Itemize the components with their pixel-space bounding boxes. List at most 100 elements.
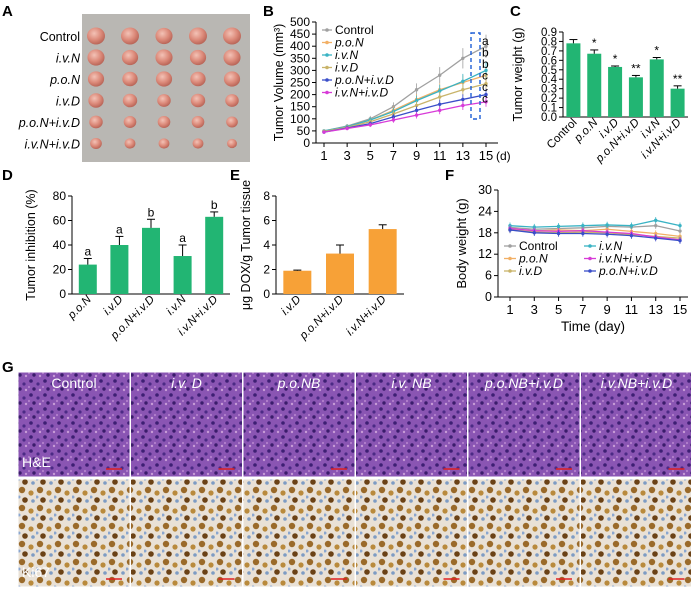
y-tick-label: 300 [290, 63, 310, 77]
bar [629, 77, 643, 117]
significance-letter: c [482, 92, 488, 106]
tumor-sample [87, 49, 104, 65]
tumor-sample [88, 93, 103, 107]
bar-annotation: b [148, 205, 155, 219]
y-axis-title: Body weight (g) [454, 198, 469, 288]
data-point [605, 233, 608, 236]
tumor-sample [155, 49, 172, 65]
legend-marker [508, 257, 512, 261]
bar [587, 54, 601, 117]
legend-marker [325, 28, 329, 32]
data-point [415, 109, 418, 112]
legend-label: i.v.N+i.v.D [335, 86, 389, 100]
y-tick-label: 80 [53, 189, 67, 203]
tumor-sample [223, 49, 240, 65]
tumor-sample [159, 138, 170, 148]
y-tick-label: 0 [303, 136, 310, 150]
data-point [654, 236, 657, 239]
data-point [415, 88, 418, 91]
bar [205, 217, 223, 294]
histology-column-label: i.v.NB+i.v.D [601, 375, 672, 391]
y-tick-label: 8 [263, 189, 270, 203]
tumor-sample [124, 116, 137, 128]
tumor-sample [227, 139, 237, 148]
data-point [322, 130, 325, 133]
histology-column-label: i.v. NB [391, 375, 431, 391]
bar-annotation: * [592, 36, 597, 50]
legend-marker [588, 257, 592, 261]
tumor-sample [89, 116, 103, 129]
row-label-he: H&E [22, 454, 51, 470]
x-tick-label: 5 [367, 148, 374, 163]
histology-column-label: Control [51, 375, 96, 391]
bar [608, 67, 622, 117]
tumor-row-label: i.v.N+i.v.D [25, 138, 80, 152]
bar [110, 245, 128, 294]
bar-annotation: a [116, 222, 123, 236]
panel-label-g: G [2, 359, 14, 376]
data-point [438, 103, 441, 106]
x-axis-title: Time (day) [561, 319, 625, 334]
tumor-sample [90, 138, 102, 149]
x-tick-label: p.o.N [572, 116, 601, 145]
y-tick-label: 150 [290, 100, 310, 114]
legend-marker [325, 53, 329, 57]
data-point [581, 224, 584, 227]
y-axis-title: Tumor Volume (mm³) [272, 24, 286, 142]
data-point [461, 98, 464, 101]
ki67-image [131, 479, 243, 587]
data-point [438, 95, 441, 98]
x-tick-label: 7 [390, 148, 397, 163]
tumor-sample [156, 71, 172, 86]
tumor-sample [226, 116, 238, 127]
bar-annotation: a [84, 244, 91, 258]
row-label-ki67: Ki67 [22, 564, 50, 580]
bar-annotation: ** [631, 61, 641, 75]
bar [369, 229, 397, 294]
data-point [461, 104, 464, 107]
tumor-sample [157, 94, 171, 107]
panel-label-c: C [510, 3, 521, 20]
y-axis-title: Tumor weight (g) [511, 27, 525, 121]
bar-annotation: ** [673, 72, 683, 86]
x-tick-label: p.o.N+i.v.D [297, 294, 346, 343]
tumor-sample [223, 28, 241, 45]
tumor-sample [224, 71, 240, 86]
legend-marker [325, 41, 329, 45]
data-point [630, 234, 633, 237]
histology-column-label: i.v. D [171, 375, 202, 391]
x-tick-label: 3 [344, 148, 351, 163]
bar [174, 256, 192, 294]
tumor-sample [122, 72, 137, 86]
bar [326, 254, 354, 294]
ki67-image [356, 479, 468, 587]
bar [142, 228, 160, 294]
y-tick-label: 0 [485, 290, 492, 304]
x-tick-label: 11 [433, 148, 447, 163]
panel-label-f: F [445, 167, 454, 184]
tumor-sample [121, 28, 139, 45]
y-tick-label: 0 [263, 287, 270, 301]
tumor-sample [123, 94, 137, 108]
x-tick-label: 1 [506, 302, 513, 317]
data-point [415, 113, 418, 116]
y-tick-label: 50 [297, 124, 311, 138]
y-tick-label: 40 [53, 238, 67, 252]
legend-label: p.o.N+i.v.D [598, 264, 658, 278]
data-point [533, 231, 536, 234]
tumor-row-label: Control [40, 30, 80, 44]
data-point [654, 219, 657, 222]
x-tick-label: i.v.N+i.v.D [344, 294, 389, 339]
histology-column-label: p.o.NB+i.v.D [484, 375, 563, 391]
x-tick-label: p.o.N [65, 293, 94, 322]
y-tick-label: 400 [290, 39, 310, 53]
x-tick-label: 11 [625, 302, 639, 317]
x-tick-label: 3 [531, 302, 538, 317]
data-point [461, 80, 464, 83]
y-tick-label: 24 [478, 204, 492, 218]
tumor-sample [122, 50, 138, 65]
bar-annotation: * [654, 44, 659, 58]
y-axis-title: μg DOX/g Tumor tissue [239, 180, 253, 310]
